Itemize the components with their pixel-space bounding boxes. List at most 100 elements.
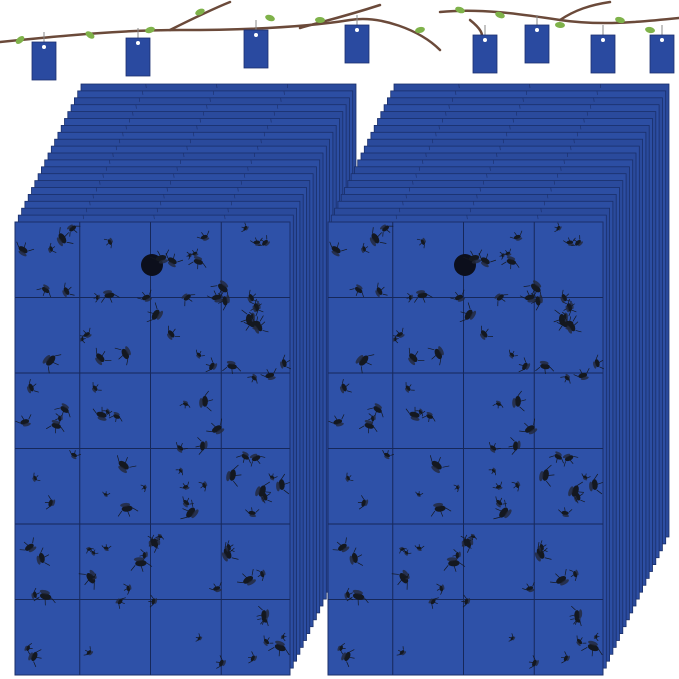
insect-legs <box>535 366 555 374</box>
insect-wing <box>532 280 542 288</box>
insect <box>221 541 239 562</box>
insect-wing <box>86 547 90 550</box>
insect-wing <box>469 310 477 320</box>
insect-legs <box>130 562 153 572</box>
insect-legs <box>103 238 112 249</box>
insect <box>24 643 33 655</box>
insect-wing <box>506 256 516 261</box>
insect-body <box>501 253 504 258</box>
grid-line <box>593 97 595 102</box>
insect-wing <box>467 598 471 604</box>
grid-line <box>496 152 498 158</box>
insect-wing <box>331 250 340 257</box>
insect <box>181 293 196 307</box>
insect <box>62 282 75 297</box>
insect-body <box>253 240 261 245</box>
insect <box>175 441 188 453</box>
insect-legs <box>33 472 41 482</box>
insect-legs <box>15 414 32 424</box>
insect-legs <box>560 376 571 384</box>
insect-body <box>263 638 270 645</box>
grid-line <box>402 201 404 206</box>
insect-legs <box>461 594 467 608</box>
insect-body <box>91 551 96 555</box>
insect-wing <box>431 465 441 474</box>
insect-legs <box>501 261 520 270</box>
insect-wing <box>349 555 354 565</box>
insect-wing <box>441 584 445 590</box>
insect-body <box>575 239 581 246</box>
insect-body <box>261 610 267 620</box>
insect-legs <box>508 349 518 357</box>
insect <box>249 453 266 467</box>
insect <box>101 544 112 551</box>
branch <box>298 3 382 30</box>
insect-legs <box>415 491 424 495</box>
insect-wing <box>525 363 531 370</box>
grid-line <box>153 215 155 220</box>
insect <box>463 249 483 264</box>
insect-wing <box>458 551 461 558</box>
insect <box>355 354 375 374</box>
grid-line <box>212 90 214 95</box>
insect-wing <box>199 636 203 641</box>
insect <box>341 649 355 668</box>
insect <box>339 379 352 394</box>
insect-wing <box>91 552 95 556</box>
insect-legs <box>571 235 581 246</box>
insect-wing <box>71 455 77 460</box>
insect-legs <box>260 368 277 377</box>
insect-wing <box>560 296 565 304</box>
insect-legs <box>217 293 227 311</box>
insect-legs <box>377 282 388 296</box>
insect-body <box>46 355 56 366</box>
insect-legs <box>595 354 605 370</box>
insect <box>86 547 95 554</box>
insect-legs <box>196 230 210 239</box>
insect-wing <box>109 237 113 243</box>
insect <box>349 284 364 298</box>
insect-legs <box>522 581 535 591</box>
insect-legs <box>240 309 250 331</box>
insect <box>346 589 369 606</box>
insect-legs <box>283 632 287 642</box>
insect-legs <box>396 646 404 656</box>
grid-line <box>519 104 521 109</box>
insect-body <box>58 415 62 422</box>
insect-legs <box>101 544 112 549</box>
grid-line <box>186 146 188 151</box>
insect-body <box>104 292 115 299</box>
mini-hole <box>254 33 258 37</box>
insect-wing <box>226 360 236 365</box>
insect-wing <box>471 259 482 264</box>
grid-line <box>469 208 471 213</box>
insect-wing <box>276 481 280 492</box>
insect-wing <box>356 284 363 290</box>
insect-body <box>506 258 517 265</box>
insect <box>328 414 345 427</box>
grid-line <box>458 83 460 89</box>
insect-body <box>514 395 521 407</box>
grid-line <box>540 208 542 213</box>
insect-legs <box>453 484 459 493</box>
grid-line <box>244 173 246 178</box>
insect <box>206 290 225 303</box>
insect <box>593 632 600 642</box>
insect-wing <box>393 337 395 342</box>
trap-stack <box>14 83 357 676</box>
insect-wing <box>61 403 69 409</box>
leaf <box>645 26 655 34</box>
insect <box>19 537 37 553</box>
insect <box>79 327 92 338</box>
insect-body <box>177 445 184 451</box>
insect <box>80 334 86 344</box>
insect-wing <box>568 486 574 497</box>
branch <box>168 0 232 32</box>
insect <box>205 357 218 373</box>
insect-wing <box>245 226 249 231</box>
insect-legs <box>155 536 164 541</box>
insect-wing <box>438 346 444 356</box>
insect-legs <box>123 583 130 595</box>
insect <box>108 412 123 423</box>
insect <box>511 481 521 492</box>
